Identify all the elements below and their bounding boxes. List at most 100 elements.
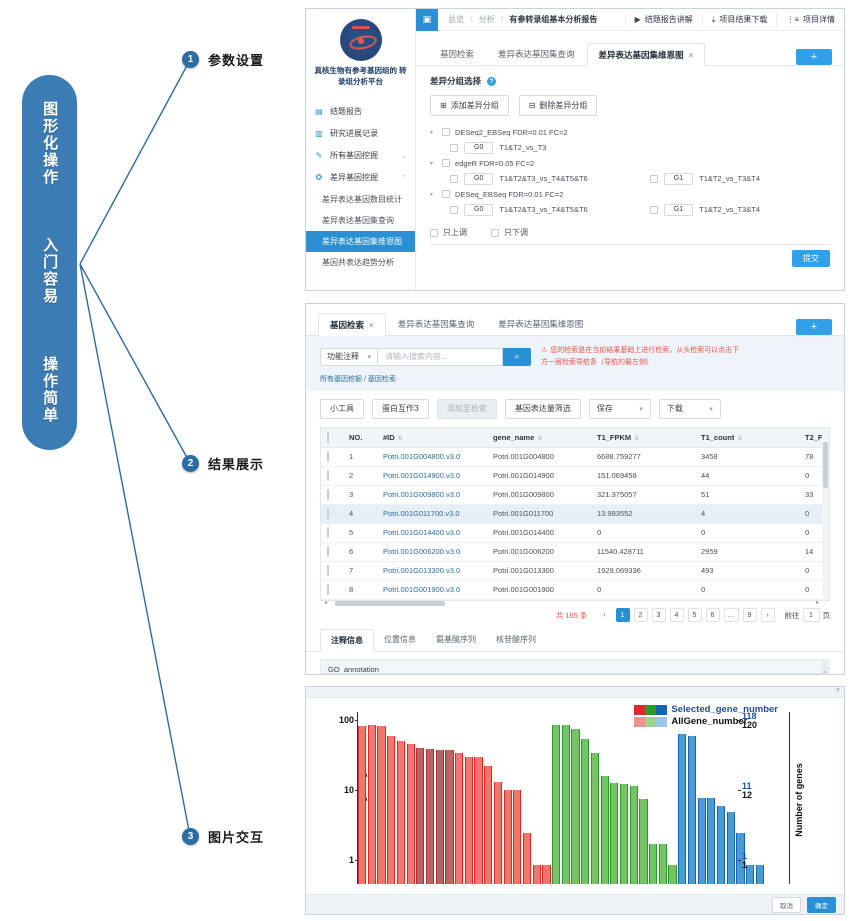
chart-bar[interactable]: [522, 833, 532, 884]
page-button[interactable]: 4: [669, 608, 684, 623]
action-project-detail[interactable]: ⋮≡ 项目详情: [776, 12, 844, 27]
action-report-guide[interactable]: ▶ 结题报告讲解: [624, 12, 702, 27]
add-tab-button[interactable]: +: [796, 319, 832, 335]
cell-id[interactable]: Potri.001G009800.v3.0: [377, 485, 487, 505]
row-checkbox[interactable]: [327, 489, 329, 501]
chart-bar[interactable]: [474, 756, 483, 884]
chart-bar[interactable]: [590, 752, 600, 884]
group-checkbox[interactable]: [442, 190, 450, 198]
chart-bar[interactable]: [678, 733, 687, 884]
row-checkbox[interactable]: [327, 508, 329, 520]
chart-bar[interactable]: [377, 726, 386, 884]
cell-id[interactable]: Potri.001G011700.v3.0: [377, 504, 487, 524]
row-checkbox[interactable]: [327, 451, 329, 463]
tree-group-row[interactable]: ▾ DESeq2_EBSeq FDR=0.01 FC=2: [430, 127, 568, 137]
down-only-checkbox[interactable]: [491, 228, 499, 237]
col-id[interactable]: #ID ⇅: [377, 427, 487, 448]
chart-bar[interactable]: [406, 743, 415, 884]
table-row[interactable]: 6 Potri.001G006200.v3.0 Potri.001G006200 11…: [321, 542, 829, 562]
row-checkbox[interactable]: [327, 565, 329, 577]
tab-deg-query[interactable]: 差异表达基因集查询: [498, 49, 575, 59]
table-row[interactable]: 7 Potri.001G013300.v3.0 Potri.001G013300 19…: [321, 561, 829, 581]
scroll-right-icon[interactable]: ▸: [815, 599, 819, 606]
tab-amino-acid-seq[interactable]: 氨基酸序列: [436, 635, 476, 645]
chart-bar[interactable]: [552, 724, 561, 884]
chart-bar[interactable]: [629, 785, 638, 884]
chart-bar[interactable]: [600, 775, 609, 884]
scrollbar-thumb[interactable]: [823, 441, 828, 488]
chart-bar[interactable]: [639, 798, 648, 884]
chart-bar[interactable]: [464, 756, 473, 884]
sidebar-item-all-genes[interactable]: ✎ 所有基因挖掘 ⌄: [306, 145, 415, 167]
chart-bar[interactable]: [707, 797, 716, 884]
confirm-button[interactable]: 确定: [807, 896, 836, 913]
table-row[interactable]: 8 Potri.001G001900.v3.0 Potri.001G001900 0 0…: [321, 580, 829, 600]
chart-bar[interactable]: [697, 798, 706, 884]
sort-icon[interactable]: ⇅: [634, 435, 640, 442]
chart-bar[interactable]: [755, 864, 764, 884]
chart-bar[interactable]: [561, 724, 570, 884]
tool-protein-interaction-button[interactable]: 蛋白互作З: [372, 398, 429, 419]
menu-toggle-button[interactable]: ▣: [416, 9, 438, 31]
item-checkbox[interactable]: [649, 205, 658, 214]
chart-bar[interactable]: [445, 750, 454, 884]
cell-id[interactable]: Potri.001G014900.v3.0: [377, 466, 487, 486]
chart-bar[interactable]: [736, 833, 745, 884]
sidebar-subitem-deg-venn[interactable]: 差异表达基因集维恩图: [306, 230, 415, 252]
up-only-checkbox-row[interactable]: 只上调: [430, 227, 467, 238]
save-select[interactable]: 保存 ▾: [588, 398, 651, 419]
item-checkbox[interactable]: [649, 174, 658, 183]
chart-bar[interactable]: [416, 747, 425, 884]
table-row[interactable]: 1 Potri.001G004800.v3.0 Potri.001G004800 66…: [321, 447, 829, 467]
col-gene-name[interactable]: gene_name ⇅: [487, 427, 591, 448]
page-next-button[interactable]: ›: [760, 608, 775, 623]
chevron-down-icon[interactable]: ▾: [430, 160, 434, 167]
sort-icon[interactable]: ⇅: [737, 435, 743, 442]
cancel-button[interactable]: 取消: [772, 896, 801, 913]
table-row[interactable]: 2 Potri.001G014900.v3.0 Potri.001G014900 15…: [321, 466, 829, 486]
scrollbar-thumb[interactable]: [335, 600, 445, 606]
group-checkbox[interactable]: [442, 159, 450, 167]
breadcrumb-item-1[interactable]: 总览: [448, 15, 464, 24]
tab-gene-search[interactable]: 基因检索: [440, 49, 475, 59]
tab-deg-venn[interactable]: 差异表达基因集维恩图: [498, 319, 584, 329]
tab-location-info[interactable]: 位置信息: [384, 635, 416, 645]
delete-group-button[interactable]: ⊟ 删除差异分组: [518, 95, 598, 116]
annotation-scrollbar[interactable]: [822, 661, 828, 674]
scrollbar-thumb[interactable]: [823, 671, 827, 674]
chart-bar[interactable]: [493, 781, 503, 884]
row-checkbox[interactable]: [327, 470, 329, 482]
row-checkbox[interactable]: [327, 546, 329, 558]
chart-bar[interactable]: [455, 752, 464, 884]
cell-id[interactable]: Potri.001G001900.v3.0: [377, 580, 487, 600]
submit-button[interactable]: 提交: [792, 250, 830, 267]
sort-icon[interactable]: ⇅: [397, 435, 403, 442]
col-t2-fpkm[interactable]: T2_F: [799, 427, 829, 448]
tab-deg-venn[interactable]: 差异表达基因集维恩图 ×: [586, 43, 706, 66]
table-row[interactable]: 5 Potri.001G014400.v3.0 Potri.001G014400 0 0…: [321, 523, 829, 543]
cell-id[interactable]: Potri.001G004800.v3.0: [377, 447, 487, 467]
search-category-select[interactable]: 功能注释 ▾: [320, 347, 378, 366]
col-t1-count[interactable]: T1_count ⇅: [695, 427, 799, 448]
item-checkbox[interactable]: [450, 174, 458, 183]
chart-bar[interactable]: [619, 783, 629, 884]
chart-bar[interactable]: [716, 806, 726, 884]
sidebar-subitem-coexpression[interactable]: 基因共表达趋势分析: [322, 257, 394, 267]
tab-gene-search[interactable]: 基因检索 ×: [318, 313, 386, 336]
chart-bar[interactable]: [367, 725, 376, 884]
chart-bar[interactable]: [513, 789, 522, 884]
cell-id[interactable]: Potri.001G013300.v3.0: [377, 561, 487, 581]
chart-bar[interactable]: [746, 864, 755, 884]
chart-bar[interactable]: [658, 843, 667, 884]
group-checkbox[interactable]: [442, 128, 450, 136]
sidebar-item-progress[interactable]: ▥ 研究进展记录: [306, 123, 415, 145]
chart-bar[interactable]: [503, 789, 512, 884]
row-checkbox[interactable]: [327, 527, 329, 539]
page-prev-button[interactable]: ‹: [603, 611, 606, 619]
sidebar-item-report[interactable]: ▤ 结题报告: [306, 101, 415, 123]
download-select[interactable]: 下载 ▾: [658, 398, 721, 419]
tool-widgets-button[interactable]: 小工具: [320, 398, 364, 419]
close-icon[interactable]: ×: [369, 321, 374, 330]
add-group-button[interactable]: ⊞ 添加差异分组: [430, 95, 509, 116]
item-checkbox[interactable]: [450, 143, 458, 152]
